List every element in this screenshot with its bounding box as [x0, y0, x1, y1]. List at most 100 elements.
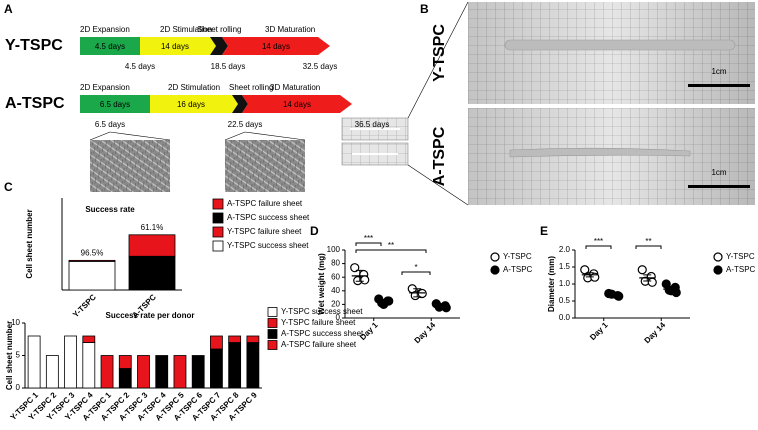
legend-swatch — [267, 329, 278, 339]
bar-segment — [118, 368, 132, 389]
stage-duration: 16 days — [177, 100, 205, 109]
error-bar — [609, 293, 618, 297]
stage-name: 3D Maturation — [265, 25, 315, 34]
photo-label: A-TSPC — [431, 126, 448, 186]
legend-label: Y-TSPC success sheet — [227, 241, 309, 250]
stage-name: Sheet rolling — [197, 25, 241, 34]
legend-swatch — [212, 198, 224, 210]
legend-label: A-TSPC — [726, 265, 756, 274]
stage-name: 3D Maturation — [270, 83, 320, 92]
bar-segment — [68, 259, 116, 262]
data-point — [647, 277, 657, 287]
stage-duration: 6.5 days — [100, 100, 130, 109]
bar-segment — [68, 260, 116, 291]
bar-segment — [128, 234, 176, 257]
y-axis-label: Cell sheet number — [5, 321, 14, 390]
significance-bracket — [355, 249, 427, 253]
error-bar — [667, 286, 676, 292]
stage — [150, 95, 238, 113]
legend-swatch — [212, 240, 224, 252]
x-tick-label: Day 1 — [358, 320, 380, 342]
bar-segment — [64, 335, 77, 389]
significance-bracket — [635, 245, 662, 249]
scale-label: 1cm — [711, 67, 726, 76]
bar-segment — [228, 335, 242, 343]
stage-duration: 14 days — [283, 100, 311, 109]
legend-label: A-TSPC success sheet — [281, 329, 364, 338]
error-bar — [585, 272, 594, 278]
bar-segment — [137, 355, 150, 389]
bar-segment — [210, 335, 223, 350]
bar-segment — [191, 355, 205, 389]
x-tick-label: Day 1 — [588, 320, 610, 342]
bar-segment — [246, 335, 260, 343]
stage-duration: 4.5 days — [95, 42, 125, 51]
micrograph — [90, 140, 170, 192]
timepoint: 4.5 days — [125, 62, 155, 71]
bar-segment — [27, 335, 41, 389]
legend-label: Y-TSPC failure sheet — [281, 318, 356, 327]
micrograph — [225, 140, 305, 192]
bar-segment — [118, 355, 132, 369]
y-tick-label: 0.0 — [559, 313, 571, 322]
timepoint: 32.5 days — [303, 62, 338, 71]
stage-name: Sheet rolling — [229, 83, 273, 92]
x-tick-label: Day 14 — [643, 320, 668, 345]
data-point — [614, 291, 624, 301]
error-bar — [643, 274, 652, 282]
data-point — [441, 303, 451, 313]
y-axis-label: Wet weight (mg) — [317, 253, 326, 315]
panel-label: E — [540, 224, 548, 238]
bar-segment — [82, 342, 96, 389]
connector — [407, 1, 469, 119]
bar-segment — [45, 355, 59, 389]
significance-label: *** — [364, 234, 373, 243]
stage — [210, 37, 228, 55]
timepoint: 22.5 days — [228, 120, 263, 129]
scale-bar — [688, 185, 750, 188]
bar-segment — [82, 335, 96, 343]
legend-label: Y-TSPC success sheet — [281, 307, 363, 316]
bar-segment — [128, 255, 176, 291]
connector — [407, 164, 469, 206]
legend-label: Y-TSPC — [726, 252, 755, 261]
photo-shade — [468, 2, 755, 104]
legend-marker — [490, 265, 500, 275]
error-bar — [379, 299, 388, 304]
significance-bracket — [585, 245, 612, 249]
legend-swatch — [212, 226, 224, 238]
panel-label: B — [420, 2, 429, 16]
row-label: Y-TSPC — [5, 37, 63, 54]
y-tick-label: 80 — [331, 259, 340, 268]
y-tick-label: 20 — [331, 300, 340, 309]
stage-name: 2D Expansion — [80, 25, 130, 34]
y-tick-label: 0.5 — [559, 296, 571, 305]
significance-label: ** — [388, 241, 394, 250]
connector — [224, 131, 246, 141]
bar-segment — [228, 342, 242, 389]
y-tick-label: 1.5 — [559, 262, 571, 271]
y-tick-label: 60 — [331, 272, 340, 281]
y-tick-label: 100 — [327, 245, 341, 254]
legend-marker — [713, 252, 723, 262]
photo-label: Y-TSPC — [431, 24, 448, 82]
significance-label: ** — [645, 237, 651, 246]
legend-swatch — [267, 340, 278, 350]
data-point — [637, 265, 647, 275]
significance-label: * — [414, 263, 417, 272]
bar-segment — [100, 355, 114, 389]
error-bar — [437, 303, 446, 308]
stage-name: 2D Stimulation — [168, 83, 220, 92]
legend-swatch — [267, 318, 278, 328]
chart-title: Success rate — [85, 205, 135, 214]
data-point — [580, 265, 590, 275]
significance-bracket — [401, 271, 431, 275]
stage-duration: 14 days — [161, 42, 189, 51]
stage — [242, 95, 352, 113]
stage-name: 2D Stimulation — [160, 25, 212, 34]
stage — [232, 95, 248, 113]
y-tick-label: 2.0 — [559, 245, 571, 254]
x-tick-label: Day 14 — [413, 320, 438, 345]
legend-swatch — [267, 307, 278, 317]
y-tick-label: 0 — [16, 383, 21, 392]
